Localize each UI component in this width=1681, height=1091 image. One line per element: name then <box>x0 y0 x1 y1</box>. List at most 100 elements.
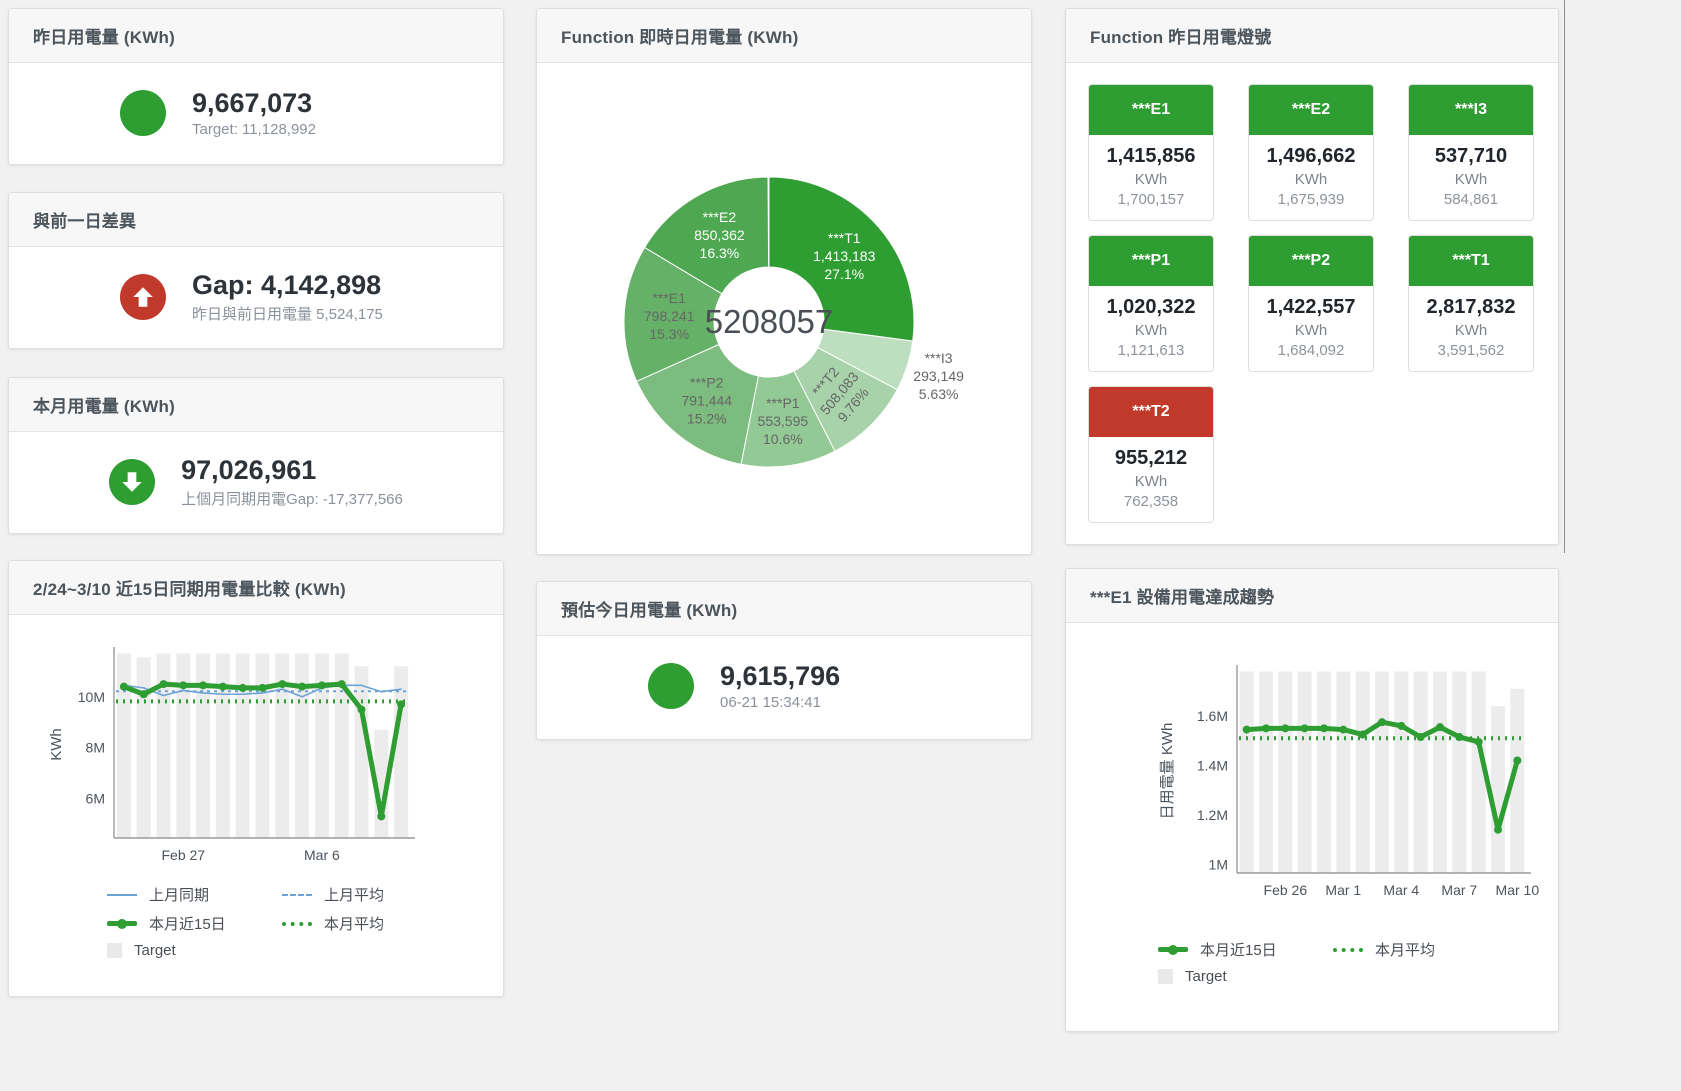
arrow-down-icon <box>109 459 156 505</box>
tile-unit: KWh <box>1454 171 1488 188</box>
tile-target: 3,591,562 <box>1437 342 1505 359</box>
tile-target: 1,684,092 <box>1277 342 1345 359</box>
series-marker <box>1242 725 1251 734</box>
series-marker <box>317 681 326 690</box>
tile-body: 1,496,662 KWh 1,675,939 <box>1249 135 1373 220</box>
donut-slice-label-***E2: ***E2 850,362 16.3% <box>694 209 745 261</box>
donut-slice-label-group: ***I3 293,149 5.63% <box>913 350 964 402</box>
series-marker <box>397 700 406 709</box>
target-bar <box>1471 671 1486 873</box>
day-gap-subtitle: 昨日與前日用電量 5,524,175 <box>192 306 383 323</box>
series-marker <box>1513 756 1522 765</box>
legend-label: 本月近15日 <box>149 916 226 933</box>
compare-chart-legend: 上月同期 上月平均 本月近15日 本月平均 Target <box>107 884 503 959</box>
donut-slice-***P2 <box>636 343 759 465</box>
tile-status-header: ***E1 <box>1089 85 1213 135</box>
series-marker <box>357 705 366 714</box>
donut-slice-***E2 <box>643 176 770 295</box>
device-tile: ***P2 1,422,557 KWh 1,684,092 <box>1248 235 1374 372</box>
tile-body: 1,020,322 KWh 1,121,613 <box>1089 286 1213 371</box>
legend-label: 本月平均 <box>1375 942 1436 959</box>
tile-device-label: ***P2 <box>1291 252 1331 269</box>
card-day-gap-title: 與前一日差異 <box>33 212 137 231</box>
legend-label: Target <box>134 942 176 959</box>
series-marker <box>337 680 346 689</box>
target-bar <box>1491 706 1505 873</box>
donut-slice-label-group: ***E1 798,241 15.3% <box>644 290 695 342</box>
series-marker <box>1300 724 1309 733</box>
donut-slice-label-***I3: ***I3 293,149 5.63% <box>913 350 964 402</box>
tile-unit: KWh <box>1134 322 1168 339</box>
donut-slice-***E1 <box>623 246 723 382</box>
series-marker <box>1397 721 1406 730</box>
card-header: 預估今日用電量 (KWh) <box>537 582 1031 636</box>
legend-item: 本月平均 <box>282 913 452 934</box>
tile-unit: KWh <box>1294 322 1328 339</box>
tile-value: 955,212 <box>1114 447 1188 469</box>
series-marker <box>1494 825 1502 834</box>
target-bar <box>394 666 409 838</box>
legend-swatch-icon <box>1333 947 1363 952</box>
target-bar <box>1278 671 1293 873</box>
series-marker <box>377 812 386 821</box>
series-marker <box>199 681 208 690</box>
legend-label: 本月平均 <box>324 916 385 933</box>
donut-slice-label-group: ***T1 1,413,183 27.1% <box>813 230 875 282</box>
yesterday-usage-value: 9,667,073 <box>192 88 313 118</box>
target-bar <box>1433 671 1447 873</box>
status-circle-icon <box>648 663 694 709</box>
legend-swatch-icon <box>282 893 312 896</box>
card-header: Function 即時日用電量 (KWh) <box>537 9 1031 63</box>
target-bar <box>1413 671 1428 873</box>
x-tick-label: Mar 4 <box>1383 882 1419 898</box>
y-tick-label: 1.6M <box>1197 708 1228 724</box>
y-tick-label: 1.2M <box>1197 807 1228 823</box>
tile-device-label: ***I3 <box>1454 101 1488 118</box>
tile-value: 2,817,832 <box>1426 296 1516 318</box>
series-marker <box>1378 718 1386 727</box>
y-axis-title: 日用電量 KWh <box>1159 723 1176 820</box>
legend-swatch-icon <box>107 893 137 896</box>
target-bar <box>176 653 191 838</box>
month-usage-gap: 上個月同期用電Gap: -17,377,566 <box>181 491 403 508</box>
device-tile: ***E2 1,496,662 KWh 1,675,939 <box>1248 84 1374 221</box>
tile-unit: KWh <box>1294 171 1328 188</box>
card-day-gap: 與前一日差異 Gap: 4,142,898 昨日與前日用電量 5,524,175 <box>8 192 504 349</box>
card-header: 與前一日差異 <box>9 193 503 247</box>
tile-target: 584,861 <box>1443 191 1499 208</box>
donut-slice-label-group: ***E2 850,362 16.3% <box>694 209 745 261</box>
target-bar <box>1297 671 1312 873</box>
series-marker <box>1358 730 1367 739</box>
card-header: 昨日用電量 (KWh) <box>9 9 503 63</box>
legend-item: Target <box>1158 968 1333 985</box>
card-donut-title: Function 即時日用電量 (KWh) <box>561 28 799 47</box>
card-device-lights: Function 昨日用電燈號 ***E1 1,415,856 KWh 1,70… <box>1065 8 1559 545</box>
x-tick-label: Mar 1 <box>1325 882 1361 898</box>
donut-slice-label-group: ***P2 791,444 15.2% <box>681 374 732 426</box>
tile-target: 1,121,613 <box>1117 342 1185 359</box>
series-marker <box>258 683 267 692</box>
card-trend-chart: ***E1 設備用電達成趨勢 1M 1.2M 1.4M 1.6M Feb 26 Mar 1… <box>1065 568 1559 1032</box>
series-marker <box>1320 724 1328 733</box>
y-tick-label: 10M <box>78 689 105 705</box>
legend-item: 上月平均 <box>282 884 452 905</box>
target-bar <box>1375 671 1389 873</box>
legend-label: Target <box>1185 968 1227 985</box>
card-trend-title: ***E1 設備用電達成趨勢 <box>1090 588 1275 607</box>
target-bar <box>196 653 211 838</box>
card-compare-chart: 2/24~3/10 近15日同期用電量比較 (KWh) 6M 8M 10M Feb 2… <box>8 560 504 997</box>
legend-item: Target <box>107 942 282 959</box>
target-bar <box>1452 671 1467 873</box>
series-marker <box>1436 723 1444 732</box>
card-yesterday-title: 昨日用電量 (KWh) <box>33 28 175 47</box>
month-usage-value: 97,026,961 <box>181 455 317 485</box>
series-marker <box>179 681 188 690</box>
trend-chart: 1M 1.2M 1.4M 1.6M Feb 26 Mar 1 Mar 4 Mar 7 Mar 1… <box>1159 665 1539 898</box>
target-bar <box>1336 671 1351 873</box>
tile-status-header: ***I3 <box>1409 85 1533 135</box>
target-bar <box>255 653 270 838</box>
tile-unit: KWh <box>1454 322 1488 339</box>
tile-target: 1,700,157 <box>1117 191 1185 208</box>
legend-label: 上月同期 <box>149 887 210 904</box>
series-marker <box>1262 724 1270 733</box>
